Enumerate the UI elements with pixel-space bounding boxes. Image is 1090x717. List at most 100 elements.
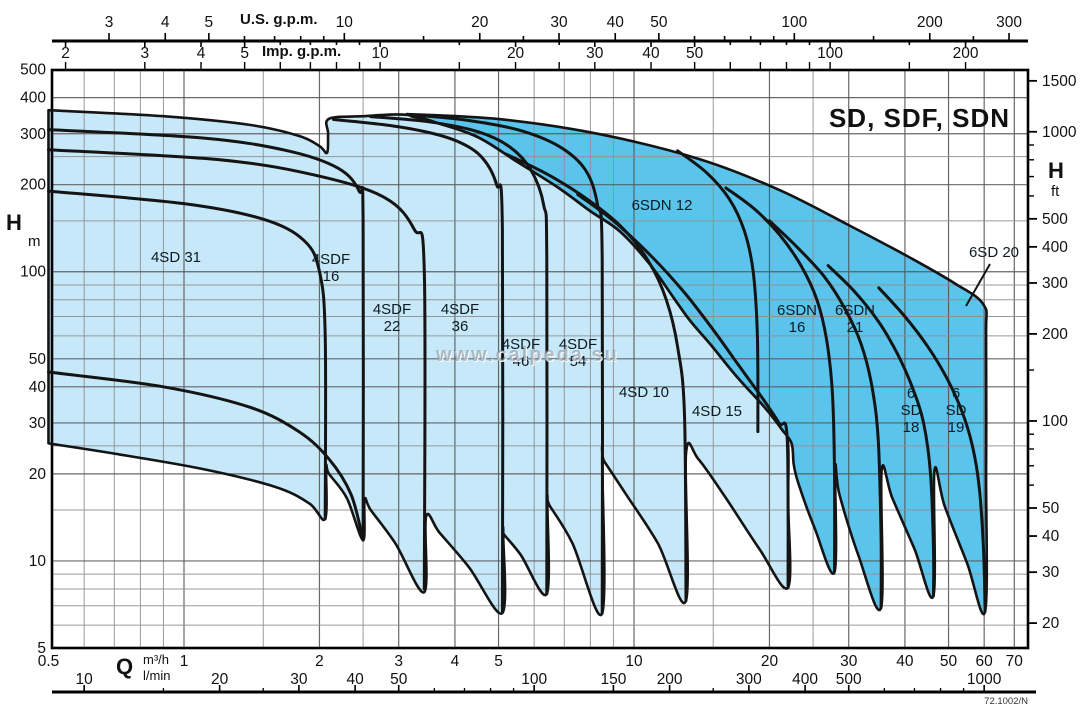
m3h-tick-label: 70 (1006, 653, 1024, 670)
watermark: www.calpeda.su (436, 344, 619, 366)
h-m-tick-label: 500 (20, 62, 46, 79)
envelope-fill-4inch (48, 110, 791, 616)
h-ft-tick-label: 1500 (1042, 73, 1077, 90)
h-ft-tick-label: 1000 (1042, 124, 1077, 141)
envelope-fill-6inch (407, 114, 987, 615)
m3h-tick-label: 30 (840, 653, 858, 670)
h-ft-tick-label: 100 (1042, 413, 1068, 430)
imp-gpm-tick-label: 2 (61, 45, 70, 62)
imp-gpm-axis-label: Imp. g.p.m. (262, 43, 342, 60)
pump-curve-6SDN21-right (768, 219, 883, 609)
lmin-tick-label: 300 (736, 671, 762, 688)
imp-gpm-tick-label: 100 (817, 45, 843, 62)
flow-axis-symbol: Q (116, 654, 134, 679)
pump-label-6sdn16: 6SDN 16 (777, 302, 817, 336)
m3h-tick-label: 60 (976, 653, 994, 670)
lmin-tick-label: 40 (346, 671, 364, 688)
lmin-tick-label: 150 (600, 671, 626, 688)
h-m-tick-label: 100 (20, 264, 46, 281)
lmin-tick-label: 20 (211, 671, 229, 688)
pump-curve-4SD31-bottom (47, 189, 328, 521)
us-gpm-tick-label: 5 (205, 14, 214, 31)
us-gpm-tick-label: 40 (607, 14, 625, 31)
left-axis-symbol: H (6, 210, 22, 235)
pump-label-6sd18: 6 SD 18 (901, 385, 922, 436)
h-m-tick-label: 200 (20, 177, 46, 194)
right-axis-unit: ft (1051, 183, 1060, 200)
lmin-tick-label: 10 (76, 671, 94, 688)
us-gpm-tick-label: 3 (105, 14, 114, 31)
lmin-tick-label: 100 (521, 671, 547, 688)
us-gpm-axis-label: U.S. g.p.m. (240, 11, 318, 28)
h-m-tick-label: 10 (29, 553, 47, 570)
pump-curve-4SDF54-top (409, 113, 605, 615)
pump-curve-4SDF22-top (47, 148, 427, 591)
m3h-tick-label: 4 (451, 653, 460, 670)
imp-gpm-tick-label: 20 (507, 45, 525, 62)
m3h-tick-label: 3 (394, 653, 403, 670)
imp-gpm-tick-label: 30 (586, 45, 604, 62)
m3h-tick-label: 1 (180, 653, 189, 670)
h-ft-tick-label: 500 (1042, 211, 1068, 228)
us-gpm-tick-label: 10 (336, 14, 354, 31)
pump-label-6sd19: 6 SD 19 (946, 385, 967, 436)
us-gpm-tick-label: 20 (471, 14, 489, 31)
h-m-tick-label: 5 (37, 640, 46, 657)
m3h-tick-label: 0.5 (38, 653, 60, 670)
pump-curve-4SDF16-bottom (47, 370, 365, 542)
lmin-tick-label: 500 (836, 671, 862, 688)
h-ft-tick-label: 50 (1042, 500, 1060, 517)
h-m-tick-label: 300 (20, 126, 46, 143)
pump-label-4sd15: 4SD 15 (692, 403, 742, 420)
h-m-tick-label: 30 (29, 415, 47, 432)
left-axis-unit: m (28, 233, 41, 250)
pump-curve-4SD10-top (504, 152, 688, 602)
imp-gpm-tick-label: 40 (642, 45, 660, 62)
m3h-tick-label: 50 (940, 653, 958, 670)
pump-label-4sdf54: 4SDF 54 (559, 336, 597, 370)
lmin-tick-label: 200 (657, 671, 683, 688)
pump-label-4sdf36: 4SDF 36 (441, 301, 479, 335)
h-ft-tick-label: 400 (1042, 239, 1068, 256)
h-m-tick-label: 20 (29, 466, 47, 483)
imp-gpm-tick-label: 4 (197, 45, 206, 62)
pump-curve-4SDF46-top (369, 115, 549, 596)
h-ft-tick-label: 20 (1042, 615, 1060, 632)
h-ft-tick-label: 30 (1042, 564, 1060, 581)
us-gpm-tick-label: 300 (996, 14, 1022, 31)
h-ft-tick-label: 40 (1042, 528, 1060, 545)
h-m-tick-label: 40 (29, 379, 47, 396)
pump-label-4sdf16: 4SDF 16 (312, 251, 350, 285)
lmin-tick-label: 1000 (967, 671, 1002, 688)
m3h-tick-label: 5 (494, 653, 503, 670)
us-gpm-tick-label: 200 (917, 14, 943, 31)
pump-curve-6SD19-right (877, 286, 987, 613)
imp-gpm-tick-label: 50 (686, 45, 704, 62)
right-axis-symbol: H (1048, 158, 1064, 183)
lmin-unit-label: l/min (143, 668, 171, 683)
pump-label-6sd20: 6SD 20 (969, 244, 1019, 261)
pump-label-4sdf46: 4SDF 46 (502, 336, 540, 370)
pump-curve-6SD18-right (826, 264, 936, 597)
leader-line-6sd20 (965, 263, 991, 307)
h-m-tick-label: 50 (29, 351, 47, 368)
drawing-code: 72.1002/N (984, 696, 1028, 707)
m3h-tick-label: 2 (315, 653, 324, 670)
pump-label-4sd31: 4SD 31 (151, 249, 201, 266)
pump-label-4sd10: 4SD 10 (619, 384, 669, 401)
lmin-tick-label: 50 (390, 671, 408, 688)
us-gpm-tick-label: 4 (161, 14, 170, 31)
h-m-tick-label: 400 (20, 90, 46, 107)
chart-title: SD, SDF, SDN (828, 103, 1010, 133)
m3h-unit-label: m³/h (143, 652, 169, 667)
us-gpm-tick-label: 30 (550, 14, 568, 31)
m3h-tick-label: 20 (761, 653, 779, 670)
m3h-tick-label: 40 (896, 653, 914, 670)
imp-gpm-tick-label: 5 (240, 45, 249, 62)
h-ft-tick-label: 300 (1042, 275, 1068, 292)
plot-border (50, 68, 1030, 650)
envelope-outline-6inch (405, 112, 989, 616)
lmin-tick-label: 400 (792, 671, 818, 688)
